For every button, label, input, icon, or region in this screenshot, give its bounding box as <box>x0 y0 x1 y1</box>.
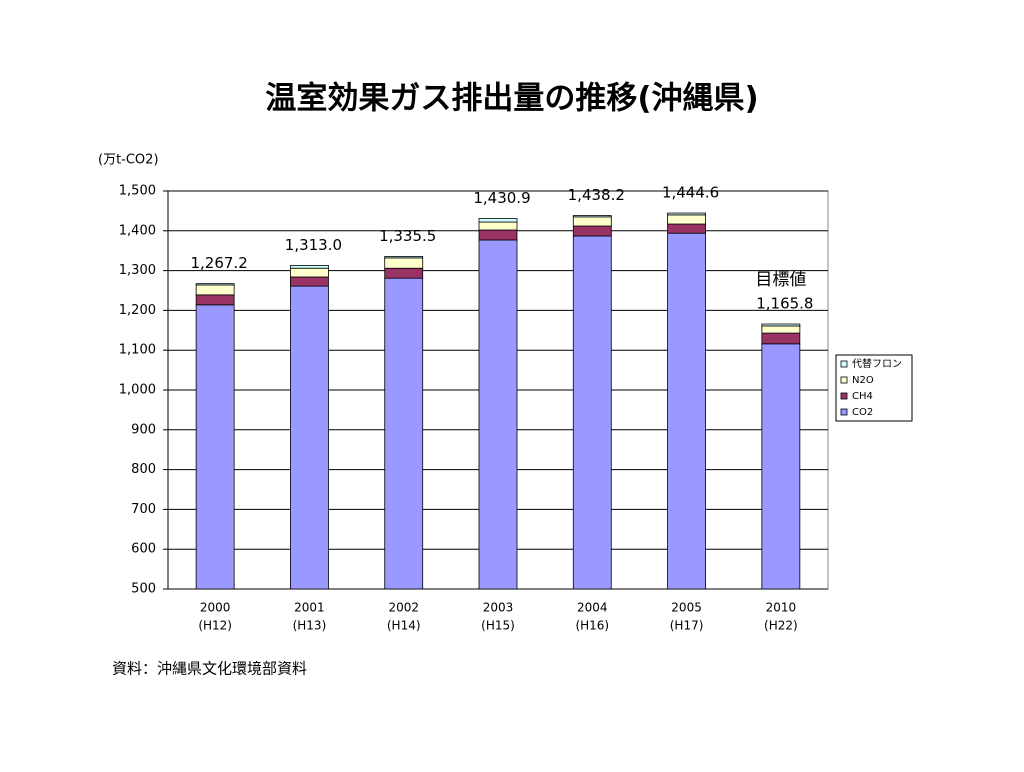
bar-segment <box>478 218 518 223</box>
y-tick-label: 500 <box>131 582 156 597</box>
y-tick-label: 1,100 <box>119 343 156 358</box>
bar-segment <box>478 221 518 231</box>
bar-segment <box>290 285 329 590</box>
bar-segment <box>761 325 801 334</box>
x-tick-sublabel: (H12) <box>198 619 232 633</box>
legend-swatch <box>840 392 848 400</box>
bar-segment <box>384 267 424 279</box>
x-tick-sublabel: (H22) <box>764 619 798 633</box>
bar-segment <box>572 225 612 237</box>
total-label: 1,165.8 <box>756 295 813 313</box>
total-label: 1,438.2 <box>568 186 625 204</box>
y-tick-label: 1,200 <box>119 303 156 318</box>
total-label: 1,430.9 <box>473 189 530 207</box>
bar-segment <box>384 256 424 259</box>
y-tick-label: 1,300 <box>119 263 156 278</box>
y-tick-label: 1,500 <box>119 184 156 199</box>
bar-segment <box>384 257 424 269</box>
x-tick-label: 2005 <box>671 601 702 615</box>
bar-segment <box>572 215 612 218</box>
total-label: 1,335.5 <box>379 227 436 245</box>
legend-swatch <box>840 376 848 384</box>
bar-segment <box>195 304 235 590</box>
total-label: 1,444.6 <box>662 184 719 202</box>
bar-segment <box>761 323 801 327</box>
legend-box <box>835 354 913 422</box>
annotation: 目標値 <box>755 270 806 290</box>
bar-segment <box>478 229 518 241</box>
bar-segment <box>195 294 235 306</box>
bar-segment <box>290 276 329 287</box>
bar-segment <box>667 232 706 590</box>
y-tick-label: 800 <box>131 462 156 477</box>
x-tick-sublabel: (H15) <box>481 619 515 633</box>
x-tick-label: 2002 <box>388 601 419 615</box>
y-tick-label: 600 <box>131 542 156 557</box>
x-tick-sublabel: (H14) <box>387 619 421 633</box>
x-tick-label: 2000 <box>200 601 231 615</box>
bar-segment <box>195 284 235 296</box>
legend-label: 代替フロン <box>852 357 902 370</box>
legend-swatch <box>840 408 848 416</box>
x-tick-sublabel: (H16) <box>575 619 609 633</box>
y-tick-label: 700 <box>131 502 156 517</box>
bar-segment <box>761 343 801 590</box>
x-tick-label: 2010 <box>766 601 797 615</box>
bar-segment <box>761 332 801 345</box>
chart-title: 温室効果ガス排出量の推移(沖縄県) <box>265 81 758 117</box>
y-tick-label: 1,400 <box>119 223 156 238</box>
y-tick-label: 900 <box>131 422 156 437</box>
bar-segment <box>290 267 329 278</box>
y-tick-label: 1,000 <box>119 383 156 398</box>
bar-segment <box>667 223 706 234</box>
legend-label: CH4 <box>852 391 873 402</box>
bar-segment <box>290 265 329 269</box>
legend-label: CO2 <box>852 407 873 418</box>
bar-segment <box>572 235 612 590</box>
total-label: 1,267.2 <box>191 254 248 272</box>
bar-segment <box>478 239 518 590</box>
x-tick-label: 2003 <box>483 601 514 615</box>
total-label: 1,313.0 <box>285 236 342 254</box>
y-axis-label: (万t-CO2) <box>98 153 159 168</box>
legend-swatch <box>840 360 848 368</box>
bar-segment <box>572 216 612 227</box>
legend-label: N2O <box>852 375 874 386</box>
x-tick-label: 2001 <box>294 601 325 615</box>
bar-segment <box>384 277 424 590</box>
bar-segment <box>667 212 706 216</box>
x-tick-sublabel: (H17) <box>670 619 704 633</box>
bar-segment <box>195 283 235 286</box>
source: 資料：沖縄県文化環境部資料 <box>112 660 307 678</box>
x-tick-label: 2004 <box>577 601 608 615</box>
bar-segment <box>667 214 706 225</box>
x-tick-sublabel: (H13) <box>293 619 327 633</box>
